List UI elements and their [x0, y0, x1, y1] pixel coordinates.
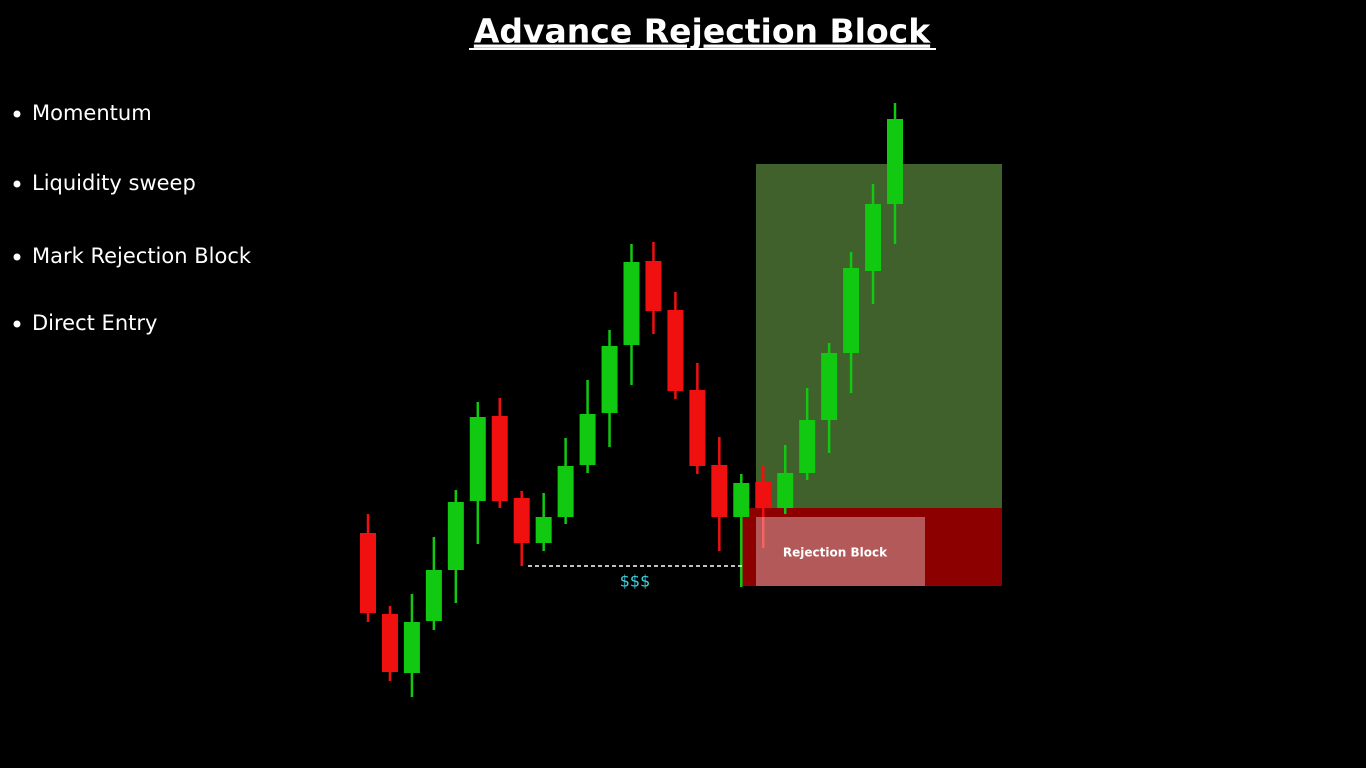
candle-body — [579, 414, 596, 465]
bullet-text: Direct Entry — [32, 311, 157, 335]
bullet-text: Mark Rejection Block — [32, 244, 252, 268]
bullet-dot — [13, 253, 21, 261]
slide-title: Advance Rejection Block — [474, 12, 931, 51]
candle-body — [360, 533, 376, 613]
bullet-dot — [13, 320, 21, 328]
candle-body — [821, 353, 838, 420]
candle-body — [865, 204, 882, 271]
candle-body — [733, 483, 750, 517]
candle-body — [623, 262, 640, 345]
candle-body — [799, 420, 816, 473]
candle-body — [469, 417, 486, 501]
bullet-text: Liquidity sweep — [32, 171, 196, 195]
rejection-label-box — [756, 517, 925, 586]
candle-body — [601, 346, 618, 413]
bullet-dot — [13, 180, 21, 188]
candle-body — [887, 119, 903, 204]
bullet-dot — [13, 110, 21, 118]
candle-body — [755, 482, 772, 508]
candle-body — [777, 473, 794, 508]
rejection-label: Rejection Block — [783, 546, 888, 560]
candle-body — [535, 517, 552, 543]
bullet-text: Momentum — [32, 101, 152, 125]
rejection-zone — [742, 508, 1002, 586]
candle-body — [491, 416, 508, 501]
candle-body — [711, 465, 728, 517]
bullet-list: Momentum Liquidity sweep Mark Rejection Bl… — [13, 101, 252, 335]
candle-body — [667, 310, 684, 391]
candle-body — [425, 570, 442, 621]
candle-body — [843, 268, 860, 353]
candle-body — [381, 614, 398, 672]
candle-body — [645, 261, 662, 311]
candle-body — [689, 390, 706, 466]
candle-body — [557, 466, 574, 517]
liquidity-label: $$$ — [620, 572, 651, 591]
candles — [360, 103, 903, 697]
candle-body — [403, 622, 420, 673]
candle-body — [447, 502, 464, 570]
candle-body — [513, 498, 530, 543]
